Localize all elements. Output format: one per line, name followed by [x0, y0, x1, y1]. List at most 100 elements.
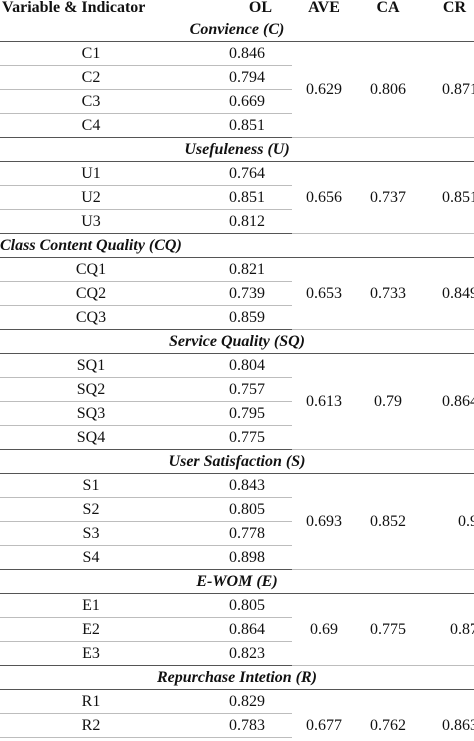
table-row: C2 0.794 [0, 65, 474, 90]
ol-cell: 0.764 [196, 161, 292, 186]
table-row: S4 0.898 [0, 545, 474, 570]
ca-cell: 0.79 [356, 353, 420, 450]
ol-cell: 0.757 [196, 377, 292, 402]
table-row: SQ2 0.757 [0, 377, 474, 402]
ol-cell: 0.669 [196, 89, 292, 114]
group-row: E-WOM (E) [0, 569, 474, 594]
cr-cell: 0.863 [420, 689, 474, 741]
cr-cell: 0.864 [420, 353, 474, 450]
ol-cell: 0.855 [196, 737, 292, 741]
table-row: E1 0.805 0.69 0.775 0.87 [0, 593, 474, 666]
ol-cell: 0.864 [196, 617, 292, 642]
group-row: Usefuleness (U) [0, 137, 474, 162]
cr-value: 0.871 [442, 80, 474, 98]
header-row: Variable & Indicator OL AVE CA CR [0, 0, 474, 18]
ave-cell: 0.69 [292, 593, 356, 666]
ol-cell: 0.829 [196, 689, 292, 714]
indicator-cell: S2 [0, 497, 196, 522]
group-name: E-WOM (E) [0, 569, 474, 594]
table-body: Convience (C) C1 0.846 0.629 0.806 0.871 C2 0.7… [0, 18, 474, 741]
ol-cell: 0.851 [196, 185, 292, 210]
group-row: Repurchase Intetion (R) [0, 665, 474, 690]
header-ave: AVE [308, 0, 340, 16]
indicator-cell: S1 [0, 473, 196, 498]
group-name: Repurchase Intetion (R) [0, 665, 474, 690]
ol-cell: 0.898 [196, 545, 292, 570]
table-row: CQ3 0.859 [0, 305, 474, 330]
ol-cell: 0.805 [196, 593, 292, 618]
table-row: R2 0.783 [0, 713, 474, 738]
ave-cell: 0.693 [292, 473, 356, 570]
group-row: Service Quality (SQ) [0, 329, 474, 354]
ol-cell: 0.739 [196, 281, 292, 306]
cr-value: 0.863 [442, 716, 474, 734]
table-row: C4 0.851 [0, 113, 474, 138]
cr-value: 0.9 [458, 512, 474, 530]
cr-cell: 0.849 [420, 257, 474, 330]
group-row: Class Content Quality (CQ) [0, 233, 474, 258]
ol-cell: 0.823 [196, 641, 292, 666]
table-row: R1 0.829 0.677 0.762 0.863 [0, 689, 474, 741]
cr-value: 0.849 [442, 284, 474, 302]
group-name: Class Content Quality (CQ) [0, 233, 474, 258]
table-row: CQ1 0.821 0.653 0.733 0.849 [0, 257, 474, 330]
table-row: U2 0.851 [0, 185, 474, 210]
group-row: User Satisfaction (S) [0, 449, 474, 474]
table-row: E2 0.864 [0, 617, 474, 642]
indicator-cell: U1 [0, 161, 196, 186]
group-name: Convience (C) [0, 18, 474, 42]
ol-cell: 0.775 [196, 425, 292, 450]
indicator-cell: SQ1 [0, 353, 196, 378]
ol-cell: 0.812 [196, 209, 292, 234]
indicator-cell: C2 [0, 65, 196, 90]
table-header: Variable & Indicator OL AVE CA CR [0, 0, 474, 18]
table-row: C1 0.846 0.629 0.806 0.871 [0, 41, 474, 138]
cr-cell: 0.9 [420, 473, 474, 570]
indicator-cell: E2 [0, 617, 196, 642]
table-row: S2 0.805 [0, 497, 474, 522]
cr-value: 0.851 [442, 188, 474, 206]
ol-cell: 0.843 [196, 473, 292, 498]
ave-cell: 0.613 [292, 353, 356, 450]
indicator-cell: E3 [0, 641, 196, 666]
table-row: U1 0.764 0.656 0.737 0.851 [0, 161, 474, 234]
cr-value: 0.87 [450, 620, 474, 638]
indicator-cell: S3 [0, 521, 196, 546]
ave-cell: 0.653 [292, 257, 356, 330]
ca-cell: 0.737 [356, 161, 420, 234]
ave-cell: 0.629 [292, 41, 356, 138]
table-row: C3 0.669 [0, 89, 474, 114]
ca-cell: 0.806 [356, 41, 420, 138]
group-name: User Satisfaction (S) [0, 449, 474, 474]
ol-cell: 0.794 [196, 65, 292, 90]
indicator-cell: SQ3 [0, 401, 196, 426]
ol-cell: 0.846 [196, 41, 292, 66]
table-row: E3 0.823 [0, 641, 474, 666]
indicator-cell: CQ2 [0, 281, 196, 306]
ol-cell: 0.821 [196, 257, 292, 282]
cr-cell: 0.871 [420, 41, 474, 138]
table-row: S1 0.843 0.693 0.852 0.9 [0, 473, 474, 570]
ca-cell: 0.852 [356, 473, 420, 570]
indicator-cell: CQ3 [0, 305, 196, 330]
indicator-cell: R2 [0, 713, 196, 738]
cr-cell: 0.87 [420, 593, 474, 666]
ol-cell: 0.851 [196, 113, 292, 138]
ave-cell: 0.656 [292, 161, 356, 234]
indicator-cell: R1 [0, 689, 196, 714]
table-row: CQ2 0.739 [0, 281, 474, 306]
ol-cell: 0.778 [196, 521, 292, 546]
ave-cell: 0.677 [292, 689, 356, 741]
ca-cell: 0.762 [356, 689, 420, 741]
indicator-cell: E1 [0, 593, 196, 618]
group-name: Service Quality (SQ) [0, 329, 474, 354]
ol-cell: 0.859 [196, 305, 292, 330]
ol-cell: 0.795 [196, 401, 292, 426]
header-ca: CA [376, 0, 400, 16]
indicator-cell: SQ4 [0, 425, 196, 450]
indicator-cell: U2 [0, 185, 196, 210]
ol-cell: 0.804 [196, 353, 292, 378]
table-row: SQ1 0.804 0.613 0.79 0.864 [0, 353, 474, 450]
ca-cell: 0.775 [356, 593, 420, 666]
